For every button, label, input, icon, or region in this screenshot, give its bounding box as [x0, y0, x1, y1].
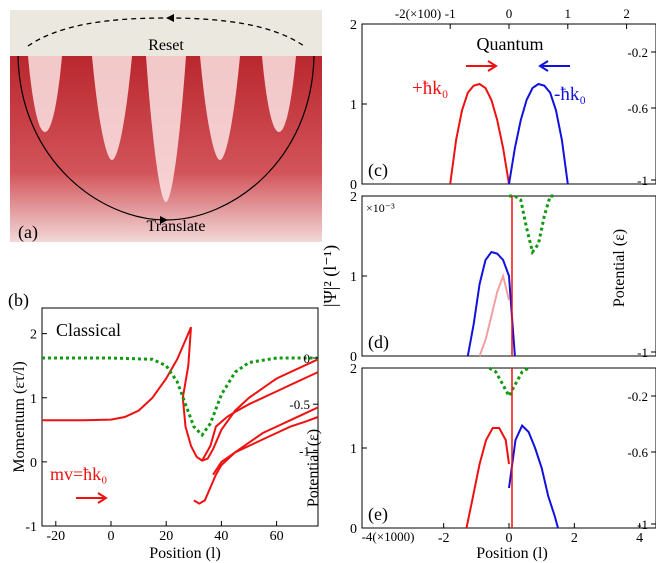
panel-c-ytick-label-2: 2 [350, 18, 357, 33]
panel-e-bottom-axis-label: -4(×1000) [362, 529, 415, 544]
panel-c-title: Quantum [477, 34, 544, 54]
panel-b-frame [41, 307, 319, 527]
panel-c-label: (c) [368, 160, 388, 181]
panel-c-rtick-label-1: -0.6 [627, 101, 648, 116]
panel-d-ytick-label-2: 2 [350, 190, 357, 205]
panel-c-toptick-label-0: -1 [445, 6, 456, 21]
panel-d-ytick-label-0: 0 [350, 350, 357, 365]
panel-b-xtick-label-4: 60 [270, 529, 284, 544]
panel-e-series-1 [508, 423, 559, 529]
potential-wells [28, 56, 296, 202]
panel-b-series-1 [201, 371, 319, 462]
panel-e-ytick-label-0: 0 [350, 522, 357, 537]
panel-e-xtick-label-3: 4 [636, 531, 643, 546]
panel-d-series-0 [466, 250, 516, 357]
panel-b-ylabel: Momentum (ετ/l) [11, 361, 28, 472]
panels-cde-series [449, 82, 569, 529]
panel-b-series-3 [212, 416, 319, 476]
panel-b-rtick-label-0: 0 [304, 351, 311, 366]
panel-e-xtick-label-0: -2 [438, 531, 450, 546]
panel-d-rtick-label-0: -1 [637, 345, 648, 360]
panel-c-toptick-label-1: 0 [506, 6, 513, 21]
panel-b-xtick-label-1: 0 [108, 529, 115, 544]
panel-e-series-2 [488, 366, 530, 400]
panel-e-ytick-label-2: 2 [350, 362, 357, 377]
panel-b-xtick-label-3: 40 [214, 529, 228, 544]
panel-e-rtick-label-0: -0.2 [627, 389, 648, 404]
panels-cde: (c) (d) (e) Quantum -2(×100) +ħk₀ -ħk₀ ×… [320, 6, 656, 562]
panel-e-xtick-label-2: 2 [571, 531, 578, 546]
panel-a-label: (a) [18, 222, 38, 243]
panel-b-series [42, 326, 319, 505]
panel-e-xlabel: Position (l) [476, 545, 548, 562]
panel-c-annotation-plus: +ħk₀ [412, 78, 448, 99]
reset-arrow-icon [166, 14, 174, 22]
panel-b-ytick-label-2: 1 [30, 392, 37, 407]
panel-c-series-1 [508, 82, 569, 185]
panel-c-ytick-label-0: 0 [350, 178, 357, 193]
panel-b-xlabel: Position (l) [149, 545, 221, 562]
panel-c-blue-arrow-icon [538, 60, 570, 72]
panel-b-series-0 [42, 326, 319, 462]
panel-c-series-0 [449, 82, 510, 185]
reset-label: Reset [148, 37, 184, 54]
panel-b-ylabel-right: Potential (ε) [305, 429, 322, 507]
translate-arrow-icon [160, 216, 168, 224]
panel-e-label: (e) [368, 504, 388, 525]
panel-d-series-2 [509, 194, 556, 256]
panel-e-rtick-label-1: -0.6 [627, 445, 648, 460]
panel-e-series-0 [465, 427, 510, 529]
panel-d-ylabel: |Ψ|² (l⁻¹) [320, 245, 341, 307]
panel-b-arrow-icon [76, 492, 108, 504]
panel-b-annotation: mv=ħk₀ [50, 464, 107, 484]
panel-e-rtick-label-2: -1 [637, 517, 648, 532]
panel-c-toptick-label-2: 1 [565, 6, 572, 21]
panel-c-top-axis-label: -2(×100) [395, 6, 441, 21]
panel-e-frame [361, 367, 656, 529]
panel-b-ytick-label-0: -1 [25, 520, 37, 535]
panel-c-rtick-label-2: -1 [637, 173, 648, 188]
panel-c-annotation-minus: -ħk₀ [554, 84, 586, 105]
panel-b-series-4 [42, 356, 318, 438]
panel-e-ytick-label-1: 1 [350, 442, 357, 457]
panel-b-rtick-label-2: -1 [299, 443, 310, 458]
panel-b-rtick-label-1: -0.5 [289, 397, 310, 412]
panel-c-ytick-label-1: 1 [350, 98, 357, 113]
reset-band [10, 10, 322, 56]
panel-d-label: (d) [368, 332, 389, 353]
panel-d-series-1 [478, 272, 510, 357]
panel-b-xtick-label-2: 20 [159, 529, 173, 544]
panel-b: (b) Classical Momentum (ετ/l) Potential … [8, 290, 322, 562]
panel-d-ytick-label-1: 1 [350, 270, 357, 285]
panel-e-xtick-label-1: 0 [506, 531, 513, 546]
panel-b-ytick-label-3: 2 [30, 328, 37, 343]
panel-c-red-arrow-icon [466, 60, 498, 72]
panel-b-title: Classical [56, 320, 121, 340]
panel-a: Reset Translate (a) [10, 10, 322, 243]
panel-b-label: (b) [8, 290, 29, 311]
panel-b-ytick-label-1: 0 [30, 456, 37, 471]
reset-dashed-arc [27, 17, 305, 47]
panel-c-toptick-label-3: 2 [623, 6, 630, 21]
panel-c-rtick-label-0: -0.2 [627, 45, 648, 60]
panel-b-xtick-label-0: -20 [46, 529, 65, 544]
translate-label: Translate [147, 218, 206, 235]
panel-d-scale-label: ×10⁻³ [366, 201, 395, 215]
panel-d-ylabel-right: Potential (ε) [611, 229, 628, 307]
